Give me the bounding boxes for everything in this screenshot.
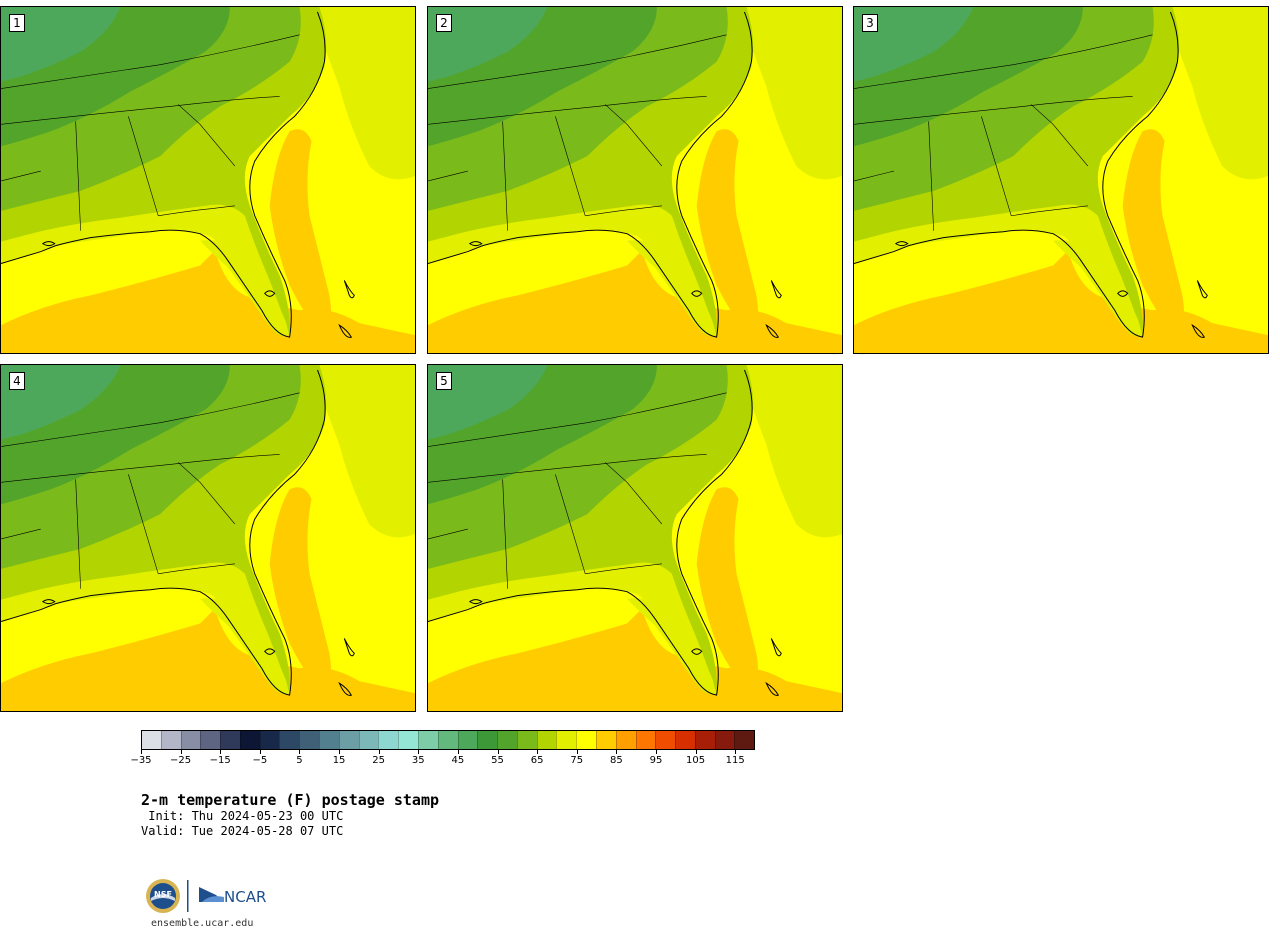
colorbar-tick-label: 95 [636,750,676,766]
colorbar-swatch [694,731,715,749]
colorbar-swatch [200,731,221,749]
colorbar-swatch [279,731,300,749]
colorbar-swatch [497,731,517,749]
colorbar-swatch [477,731,498,749]
map-panel: 1 [0,6,416,354]
temperature-map [854,7,1268,353]
colorbar-swatch [655,731,676,749]
footer-url: ensemble.ucar.edu [151,918,254,929]
map-panel: 5 [427,364,843,712]
colorbar-swatch [714,731,735,749]
ncar-logo-text: NCAR [224,888,266,906]
colorbar-swatch [220,731,240,749]
colorbar-swatch [457,731,478,749]
colorbar-tick-label: 65 [517,750,557,766]
colorbar-tick-label: 45 [438,750,478,766]
colorbar-tick-label: 35 [398,750,438,766]
colorbar-swatch [516,731,537,749]
panel-number: 3 [862,14,878,32]
colorbar-swatch [358,731,379,749]
panel-number: 1 [9,14,25,32]
colorbar-swatch [259,731,280,749]
colorbar-swatch [398,731,418,749]
colorbar-swatch [299,731,320,749]
colorbar-swatch [160,731,181,749]
colorbar-tick-label: 55 [478,750,518,766]
colorbar-swatch [675,731,695,749]
colorbar-tick-label: −35 [121,750,161,766]
colorbar-tick-label: 85 [596,750,636,766]
panel-number: 5 [436,372,452,390]
colorbar-tick-label: −5 [240,750,280,766]
colorbar-swatch [338,731,359,749]
nsf-seal-icon: NSF [146,879,180,913]
colorbar-swatch [437,731,458,749]
temperature-map [1,7,415,353]
panel-number: 4 [9,372,25,390]
colorbar-ticks: −35 −25 −15 −5 5 15 25 35 45 55 65 75 85 95 105 115 [130,750,755,770]
temperature-map [1,365,415,711]
colorbar-swatch [576,731,596,749]
panel-number: 2 [436,14,452,32]
colorbar-swatch [635,731,656,749]
ncar-logo-icon: NCAR [199,887,266,906]
map-panel: 4 [0,364,416,712]
valid-time: Valid: Tue 2024-05-28 07 UTC [141,824,344,838]
colorbar-tick-label: 15 [319,750,359,766]
colorbar-swatch [142,731,161,749]
colorbar-tick-label: −25 [161,750,201,766]
nsf-logo-text: NSF [154,890,172,899]
colorbar-tick-label: 25 [359,750,399,766]
colorbar-swatch [615,731,636,749]
init-time: Init: Thu 2024-05-23 00 UTC [141,809,344,823]
colorbar-swatch [180,731,201,749]
colorbar-swatch [417,731,438,749]
colorbar-swatch [319,731,339,749]
map-panel: 3 [853,6,1269,354]
colorbar-swatch [556,731,577,749]
colorbar-tick-label: 5 [279,750,319,766]
colorbar-swatch [595,731,616,749]
temperature-map [428,7,842,353]
colorbar-swatch [239,731,260,749]
colorbar-swatch [378,731,399,749]
chart-title: 2-m temperature (F) postage stamp [141,791,440,809]
colorbar-swatch [536,731,557,749]
colorbar-swatch [734,731,755,749]
colorbar-tick-label: 115 [715,750,755,766]
temperature-map [428,365,842,711]
colorbar-tick-label: −15 [200,750,240,766]
nsf-ncar-logo: NSF NCAR [146,879,266,913]
colorbar [141,730,755,750]
map-panel: 2 [427,6,843,354]
colorbar-tick-label: 75 [557,750,597,766]
colorbar-tick-label: 105 [676,750,716,766]
